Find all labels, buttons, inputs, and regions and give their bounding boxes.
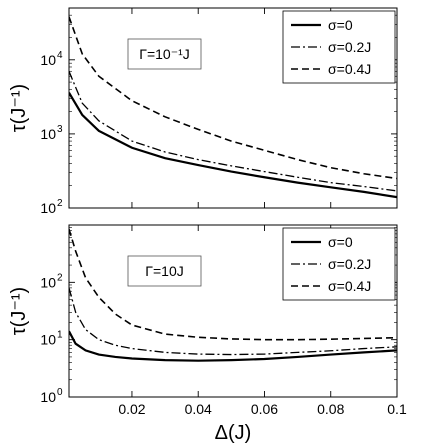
- annotation-box: [127, 38, 202, 70]
- series-group: [69, 16, 397, 199]
- legend-label: σ=0.4J: [328, 278, 371, 294]
- y-tick-label: 10: [40, 389, 56, 405]
- series-line-dashed: [69, 16, 397, 180]
- x-tick-label: 0.04: [185, 401, 212, 417]
- y-tick-label: 10: [40, 52, 56, 68]
- y-tick-exponent: 2: [57, 198, 63, 209]
- legend-label: σ=0: [328, 17, 353, 33]
- legend-label: σ=0.2J: [328, 39, 371, 55]
- y-tick-exponent: 0: [57, 387, 63, 398]
- x-tick-label: 0.1: [387, 401, 407, 417]
- x-tick-label: 0.08: [317, 401, 344, 417]
- y-tick-label: 10: [40, 126, 56, 142]
- y-axis-label: τ(J⁻¹): [8, 287, 30, 335]
- legend-label: σ=0.2J: [328, 256, 371, 272]
- y-tick-exponent: 2: [57, 272, 63, 283]
- legend-box: [282, 227, 396, 301]
- legend-label: σ=0.4J: [328, 61, 371, 77]
- y-tick-label: 10: [40, 200, 56, 216]
- y-tick-exponent: 1: [57, 330, 63, 341]
- y-tick-exponent: 4: [57, 50, 63, 61]
- annotation-box: [127, 255, 202, 287]
- series-group: [69, 228, 397, 362]
- annotation-text: Γ=10⁻¹J: [139, 46, 190, 62]
- legend: σ=0 σ=0.2J σ=0.4J: [282, 227, 396, 301]
- axes-frame: [68, 7, 398, 209]
- x-tick-label: 0.02: [118, 401, 145, 417]
- series-line-dashed: [69, 228, 397, 341]
- legend-label: σ=0: [328, 234, 353, 250]
- y-axis-label: τ(J⁻¹): [8, 84, 30, 132]
- legend: σ=0 σ=0.2J σ=0.4J: [282, 10, 396, 84]
- series-line-solid: [69, 92, 397, 199]
- x-axis-label: Δ(J): [215, 422, 252, 444]
- series-line-dashdot: [69, 287, 397, 356]
- annotation-text: Γ=10J: [145, 263, 183, 279]
- y-tick-label: 10: [40, 332, 56, 348]
- x-tick-label: 0.06: [251, 401, 278, 417]
- series-line-dashdot: [69, 71, 397, 192]
- legend-box: [282, 10, 396, 84]
- axes-frame: [68, 224, 398, 398]
- y-tick-label: 10: [40, 274, 56, 290]
- y-tick-exponent: 3: [57, 124, 63, 135]
- series-line-solid: [69, 330, 397, 362]
